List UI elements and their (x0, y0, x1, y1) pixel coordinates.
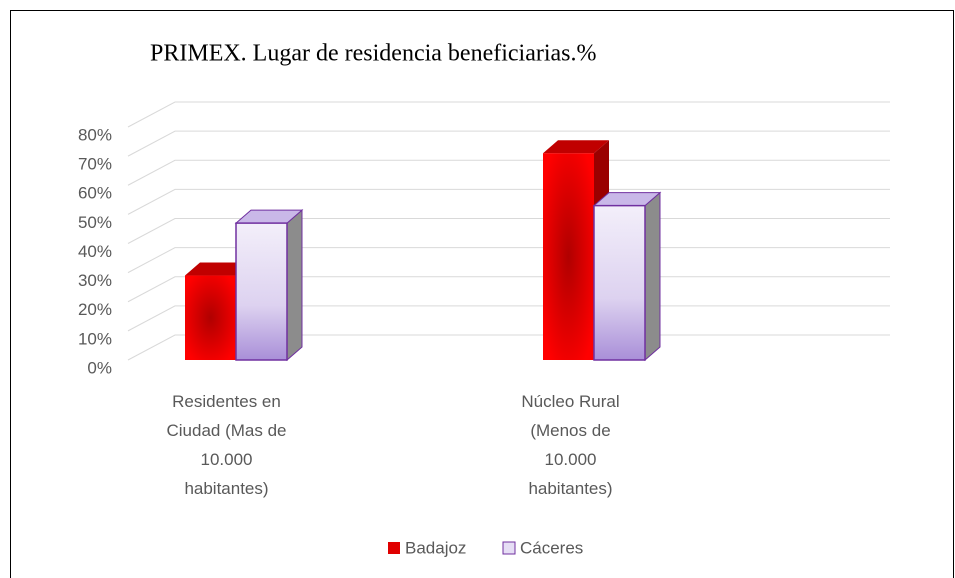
legend-label: Cáceres (520, 538, 583, 557)
grid-line (127, 130, 890, 157)
grid-line (127, 188, 890, 215)
y-tick-label: 0% (87, 358, 112, 377)
y-tick-label: 70% (78, 155, 112, 174)
y-tick-label: 40% (78, 242, 112, 261)
grid-line (127, 159, 890, 186)
bar-side (644, 191, 661, 362)
bar (235, 222, 288, 361)
bar (185, 275, 236, 360)
y-tick-label: 80% (78, 125, 112, 144)
y-tick-label: 20% (78, 300, 112, 319)
x-tick-label: Núcleo Rural (Menos de 10.000 habitantes… (521, 392, 620, 498)
y-tick-label: 10% (78, 329, 112, 348)
y-tick-label: 50% (78, 213, 112, 232)
bar-side (286, 209, 303, 362)
chart-border (10, 10, 954, 578)
bar-top (543, 140, 609, 154)
y-tick-label: 60% (78, 184, 112, 203)
grid-line (127, 101, 890, 128)
legend-label: Badajoz (405, 538, 466, 557)
bar (593, 204, 646, 361)
legend-swatch (388, 542, 400, 554)
chart-title: PRIMEX. Lugar de residencia beneficiaria… (150, 41, 597, 67)
legend-swatch (502, 541, 516, 555)
bar (543, 153, 594, 360)
x-tick-label: Residentes en Ciudad (Mas de 10.000 habi… (166, 392, 287, 498)
y-tick-label: 30% (78, 271, 112, 290)
bar-top (185, 262, 251, 276)
